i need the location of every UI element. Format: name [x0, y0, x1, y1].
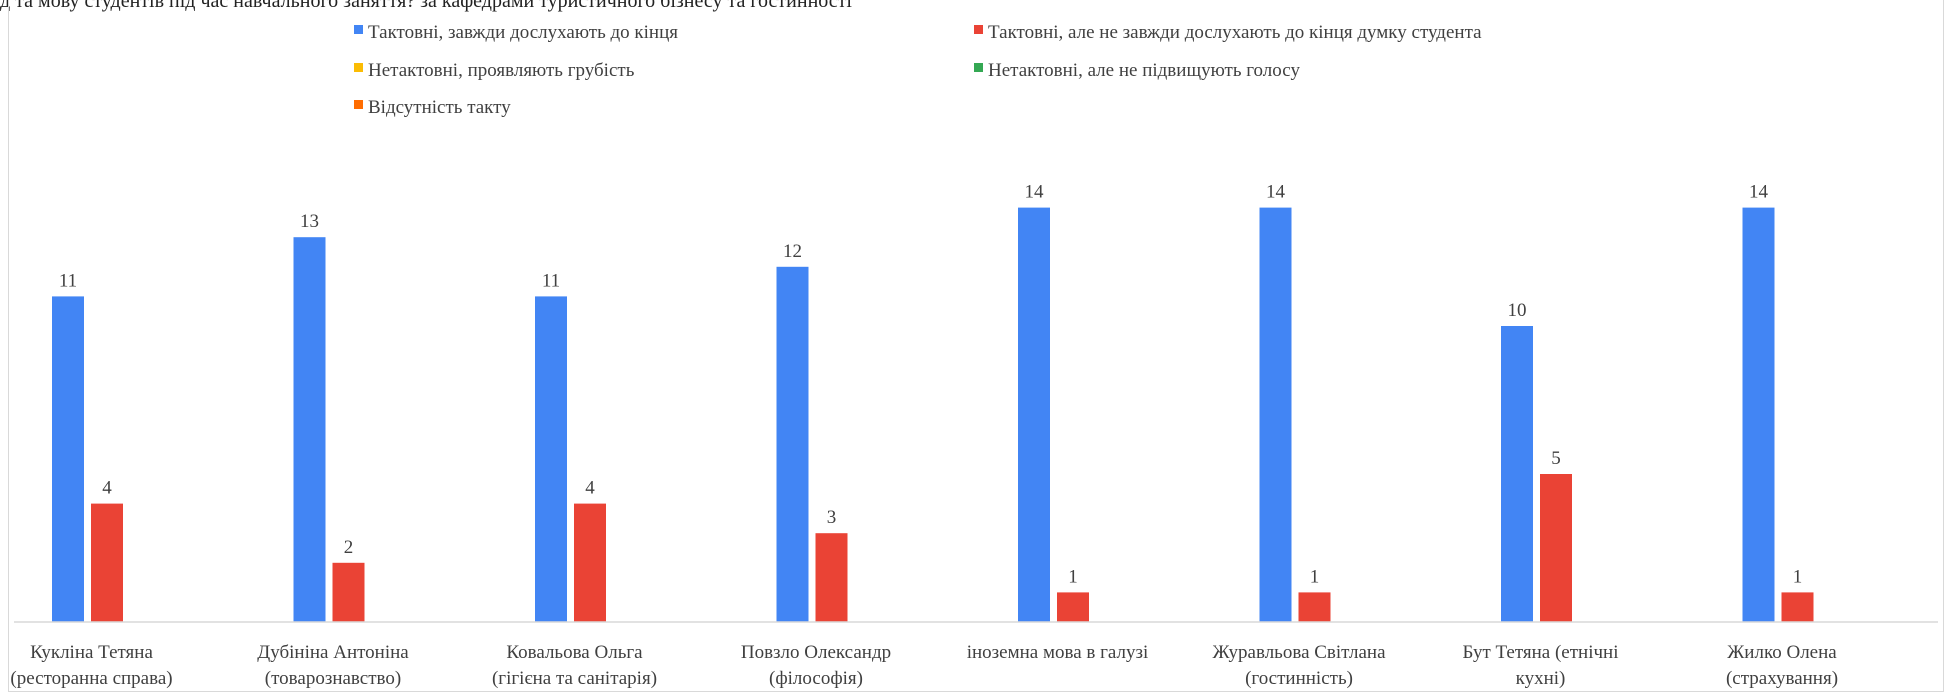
- bar-s1-c5: [1018, 207, 1050, 622]
- data-label-s2-c7: 5: [1551, 448, 1561, 469]
- legend-label-5: Відсутність такту: [368, 97, 511, 118]
- x-tick-label-3: Ковальова Ольга (гігієна та санітарія): [492, 642, 657, 689]
- data-label-s1-c4: 12: [783, 241, 802, 262]
- legend: Тактовні, завжди дослухають до кінця Такт…: [354, 22, 1482, 118]
- x-tick-label-4: Повзло Олександр (філософія): [741, 642, 891, 689]
- bar-s2-c5: [1057, 592, 1089, 622]
- bar-s2-c8: [1781, 592, 1814, 622]
- bar-s1-c2: [293, 237, 326, 622]
- legend-swatch-3: [354, 63, 363, 72]
- chart-area: [8, 0, 1944, 692]
- data-label-s1-c8: 14: [1749, 182, 1769, 203]
- legend-swatch-4: [974, 63, 983, 72]
- bar-s1-c8: [1742, 207, 1775, 622]
- data-label-s1-c5: 14: [1025, 182, 1045, 203]
- data-label-s1-c3: 11: [542, 270, 560, 291]
- x-tick-label-1: Кукліна Тетяна (ресторанна справа): [10, 642, 172, 689]
- bar-s1-c7: [1501, 326, 1533, 622]
- bar-s1-c6: [1259, 207, 1292, 622]
- data-label-s1-c6: 14: [1266, 182, 1286, 203]
- data-label-s1-c2: 13: [300, 211, 319, 232]
- bar-s2-c3: [574, 503, 606, 622]
- bar-s1-c3: [535, 296, 567, 622]
- data-label-s2-c6: 1: [1310, 566, 1320, 587]
- data-label-s2-c5: 1: [1068, 566, 1078, 587]
- data-label-s2-c2: 2: [344, 537, 354, 558]
- data-label-s1-c7: 10: [1508, 300, 1527, 321]
- legend-label-2: Тактовні, але не завжди дослухають до кі…: [988, 22, 1482, 43]
- x-tick-label-8: Жилко Олена (страхування): [1726, 642, 1838, 689]
- data-label-s2-c3: 4: [585, 478, 595, 499]
- bar-s1-c4: [776, 266, 809, 622]
- legend-label-3: Нетактовні, проявляють грубість: [368, 60, 635, 81]
- legend-swatch-5: [354, 100, 363, 109]
- data-label-s2-c4: 3: [827, 507, 837, 528]
- bar-s2-c4: [815, 533, 848, 622]
- legend-label-4: Нетактовні, але не підвищують голосу: [988, 60, 1300, 81]
- legend-swatch-2: [974, 25, 983, 34]
- x-tick-label-7: Бут Тетяна (етнічні кухні): [1463, 642, 1619, 689]
- chart-caption: д та мову студентів під час навчального …: [0, 0, 852, 12]
- data-label-s1-c1: 11: [59, 270, 77, 291]
- bar-s2-c2: [332, 562, 365, 622]
- x-tick-label-6: Журавльова Світлана (гостинність): [1212, 642, 1386, 689]
- bar-s2-c6: [1298, 592, 1331, 622]
- bar-s2-c7: [1540, 474, 1572, 622]
- legend-swatch-1: [354, 25, 363, 34]
- x-tick-label-5: іноземна мова в галузі: [967, 642, 1149, 663]
- data-label-s2-c8: 1: [1793, 566, 1803, 587]
- bar-s2-c1: [91, 503, 123, 622]
- bar-s1-c1: [52, 296, 84, 622]
- x-tick-label-2: Дубініна Антоніна (товарознавство): [257, 642, 409, 689]
- data-label-s2-c1: 4: [102, 478, 112, 499]
- legend-label-1: Тактовні, завжди дослухають до кінця: [368, 22, 678, 43]
- x-axis-tick-labels: Кукліна Тетяна (ресторанна справа) Дубінін…: [10, 642, 1838, 689]
